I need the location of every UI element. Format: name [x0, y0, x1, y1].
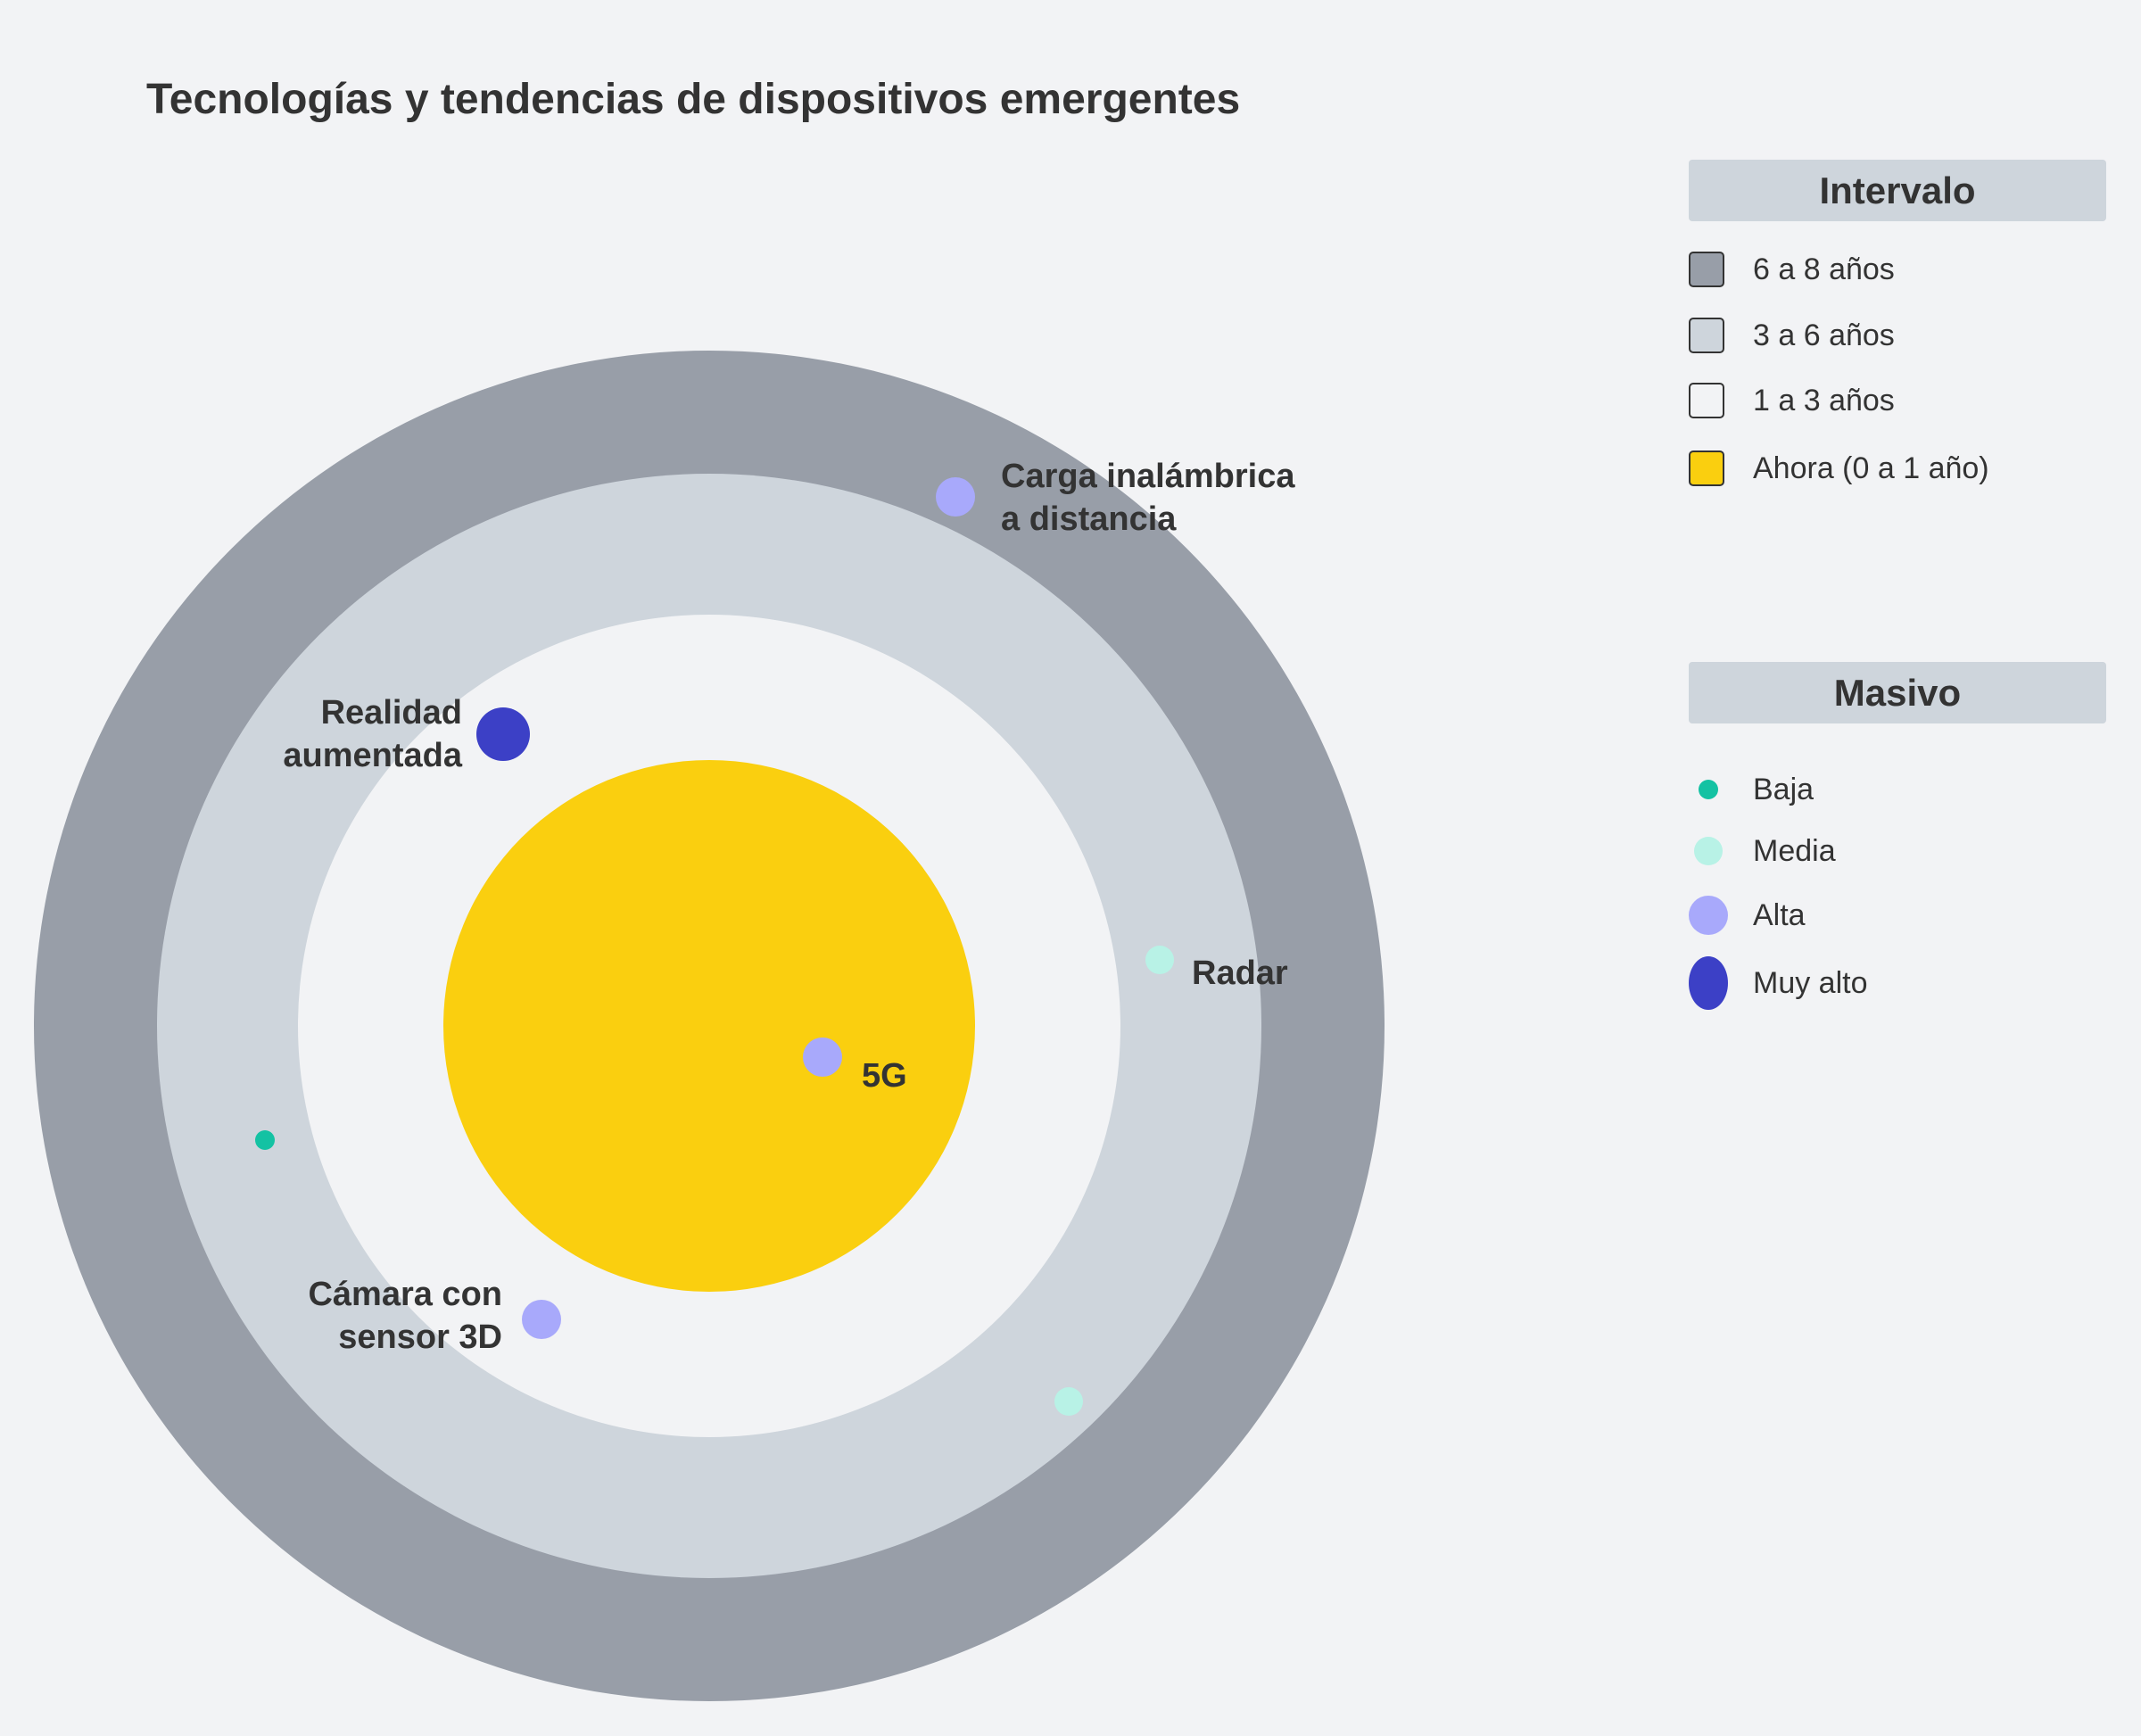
data-point-label: Cámara con sensor 3D — [308, 1276, 502, 1356]
interval-swatch-now — [1689, 451, 1724, 486]
massive-legend-item: Alta — [1689, 889, 1806, 942]
chart-title: Tecnologías y tendencias de dispositivos… — [146, 76, 1241, 123]
impact-dot-baja — [1699, 780, 1718, 799]
interval-label: 1 a 3 años — [1753, 383, 1895, 417]
massive-label: Media — [1753, 833, 1836, 868]
radar-chart: Carga inalámbrica a distancia Realidad aume… — [34, 351, 1385, 1701]
data-point-label-line: 5G — [862, 1057, 907, 1095]
data-point[interactable] — [522, 1300, 561, 1339]
interval-legend-item: Ahora (0 a 1 año) — [1689, 442, 1989, 495]
interval-label: 3 a 6 años — [1753, 318, 1895, 352]
data-point[interactable] — [1054, 1387, 1083, 1416]
data-point-label: Realidad aumentada — [283, 694, 462, 774]
impact-dot-alta — [1689, 896, 1728, 935]
massive-legend-title: Masivo — [1689, 662, 2106, 723]
data-point[interactable] — [936, 477, 975, 517]
rings-layer — [34, 351, 1385, 1701]
massive-legend-item: Media — [1689, 824, 1836, 878]
data-point-label-line: Carga inalámbrica — [1001, 458, 1295, 495]
massive-legend-item: Muy alto — [1689, 956, 1868, 1010]
massive-label: Muy alto — [1753, 965, 1868, 1000]
data-point-label-line: Cámara con — [308, 1276, 502, 1313]
points-layer: Carga inalámbrica a distancia Realidad aume… — [255, 458, 1295, 1416]
massive-legend: Masivo Baja Media Alta Muy alto — [1689, 662, 2106, 1010]
data-point-label-line: Radar — [1192, 955, 1288, 992]
ring-ahora — [443, 760, 975, 1292]
impact-dot-media — [1694, 837, 1723, 865]
interval-legend-item: 3 a 6 años — [1689, 309, 1895, 362]
interval-legend: Intervalo 6 a 8 años 3 a 6 años 1 a 3 añ… — [1689, 160, 2106, 486]
impact-dot-muy-alto — [1689, 956, 1728, 1010]
interval-legend-item: 6 a 8 años — [1689, 243, 1895, 296]
data-point[interactable] — [803, 1037, 842, 1077]
massive-label: Alta — [1753, 897, 1806, 932]
legend-dot-wrap — [1689, 763, 1728, 816]
data-point-label-line: sensor 3D — [338, 1319, 502, 1356]
massive-label: Baja — [1753, 772, 1814, 806]
legend-dot-wrap — [1689, 956, 1728, 1010]
interval-legend-title: Intervalo — [1689, 160, 2106, 221]
data-point-label-line: Realidad — [321, 694, 462, 732]
legend-dot-wrap — [1689, 889, 1728, 942]
data-point[interactable] — [476, 707, 530, 761]
interval-swatch-6-8 — [1689, 252, 1724, 287]
interval-label: 6 a 8 años — [1753, 252, 1895, 286]
interval-swatch-1-3 — [1689, 383, 1724, 418]
interval-swatch-3-6 — [1689, 318, 1724, 353]
data-point-label: 5G — [862, 1057, 907, 1095]
data-point-label: Carga inalámbrica a distancia — [1001, 458, 1295, 538]
data-point[interactable] — [1145, 946, 1174, 974]
data-point-label-line: a distancia — [1001, 500, 1177, 538]
legend-dot-wrap — [1689, 824, 1728, 878]
interval-legend-item: 1 a 3 años — [1689, 374, 1895, 427]
data-point[interactable] — [255, 1130, 275, 1150]
data-point-label-line: aumentada — [283, 737, 462, 774]
data-point-label: Radar — [1192, 955, 1288, 992]
interval-label: Ahora (0 a 1 año) — [1753, 451, 1989, 485]
massive-legend-item: Baja — [1689, 763, 1814, 816]
